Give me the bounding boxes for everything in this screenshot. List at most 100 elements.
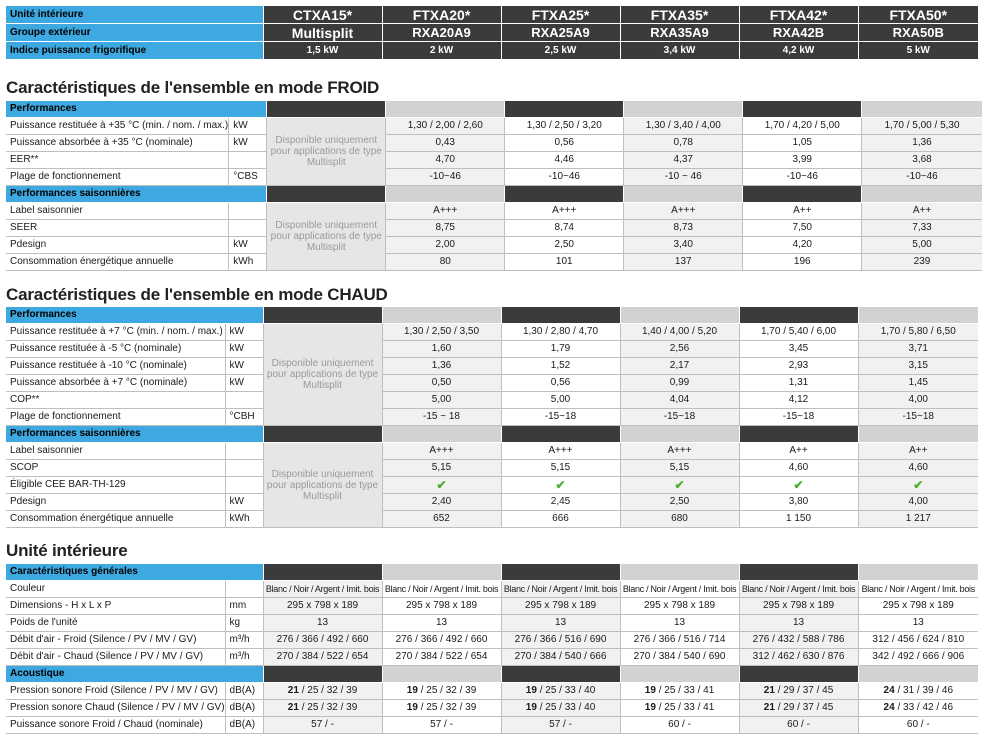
subsection-unit-cell <box>228 185 267 203</box>
row-label: Consommation énergétique annuelle <box>6 253 229 271</box>
value-cell: 1,70 / 5,00 / 5,30 <box>861 117 982 135</box>
value-cell: 276 / 366 / 492 / 660 <box>262 631 383 649</box>
row-unit: kW <box>224 374 263 392</box>
subsection-column-band <box>738 564 859 581</box>
row-unit: dB(A) <box>224 716 264 734</box>
value-cell: 276 / 432 / 588 / 786 <box>738 631 859 649</box>
value-cell: ✔ <box>619 476 739 494</box>
froid-table: Performances Puissance restituée à +35 °C… <box>6 101 982 271</box>
header-row-outdoor: Groupe extérieur Multisplit RXA20A9 RXA2… <box>6 23 978 42</box>
row-label: Débit d'air - Froid (Silence / PV / MV /… <box>6 631 226 649</box>
subsection-column-band <box>385 101 505 118</box>
model-outdoor: RXA25A9 <box>500 23 620 42</box>
value-cell: 60 / - <box>619 716 740 734</box>
chaud-table: Performances Puissance restituée à +7 °C … <box>6 307 978 528</box>
table-row: Puissance restituée à +35 °C (min. / nom… <box>6 117 982 186</box>
value-cell: A++ <box>857 442 978 460</box>
value-cell: 5,15 <box>381 459 501 477</box>
row-unit <box>224 459 263 477</box>
value-cell: A+++ <box>623 202 743 220</box>
value-cell: -10~46 <box>861 168 982 186</box>
subsection-column-band <box>266 101 386 118</box>
multisplit-note: Disponible uniquement pour applications … <box>262 323 382 426</box>
value-cell: ✔ <box>381 476 501 494</box>
model-indoor: FTXA50* <box>857 6 978 24</box>
value-cell: 13 <box>262 614 383 632</box>
subsection-label: Performances saisonnières <box>6 185 229 203</box>
value-cell: 4,60 <box>857 459 978 477</box>
subsection-column-band <box>619 665 740 683</box>
row-unit: kW <box>224 357 263 375</box>
value-cell: 19 / 25 / 32 / 39 <box>381 682 502 700</box>
value-cell: -15~18 <box>857 408 978 426</box>
value-cell: 13 <box>619 614 740 632</box>
table-row: Éligible CEE BAR-TH-129 ✔ ✔ ✔ ✔ ✔ <box>6 476 978 494</box>
check-icon: ✔ <box>674 477 685 492</box>
value-cell: 7,50 <box>742 219 862 237</box>
table-row: Puissance sonore Froid / Chaud (nominale… <box>6 716 979 734</box>
value-rest: / 29 / 37 / 45 <box>774 685 834 696</box>
table-row: Pdesign kW 2,00 2,50 3,40 4,20 5,00 <box>6 236 982 254</box>
value-cell: 196 <box>742 253 862 271</box>
value-cell: 4,00 <box>857 391 978 409</box>
value-cell: 312 / 456 / 624 / 810 <box>857 631 979 649</box>
subsection-column-band <box>857 425 978 443</box>
row-unit <box>224 476 263 494</box>
value-cell: -15~18 <box>738 408 858 426</box>
subsection-label: Performances saisonnières <box>6 425 225 443</box>
subsection-column-band <box>381 425 501 443</box>
value-cell: A+++ <box>381 442 501 460</box>
value-rest: / 25 / 33 / 41 <box>655 685 715 696</box>
subsection-column-band <box>266 185 386 203</box>
model-indoor: FTXA42* <box>738 6 858 24</box>
table-row: Plage de fonctionnement °CBH -15 ~ 18 -15~1… <box>6 408 978 426</box>
value-cell: 21 / 29 / 37 / 45 <box>738 682 859 700</box>
value-cell: 5,00 <box>500 391 620 409</box>
value-cell: 8,73 <box>623 219 743 237</box>
table-row: Label saisonnier Disponible uniquement po… <box>6 442 978 528</box>
value-cell: 270 / 384 / 540 / 666 <box>500 648 621 666</box>
value-cell: 19 / 25 / 32 / 39 <box>381 699 502 717</box>
subsection-header: Performances saisonnières <box>6 425 978 443</box>
row-unit: °CBS <box>228 168 267 186</box>
subsection-label: Acoustique <box>6 665 226 683</box>
value-bold: 21 <box>287 702 299 713</box>
value-cell: 1,36 <box>861 134 982 152</box>
value-bold: 21 <box>763 685 775 696</box>
row-unit <box>224 580 264 598</box>
row-label: Label saisonnier <box>6 442 225 460</box>
value-cell: 1,36 <box>381 357 501 375</box>
value-cell: Blanc / Noir / Argent / Imit. bois <box>262 580 383 598</box>
value-rest: / 25 / 32 / 39 <box>417 702 477 713</box>
subsection-unit-cell <box>225 564 264 581</box>
subsection-header: Caractéristiques générales <box>6 564 979 581</box>
subsection-column-band <box>262 665 383 683</box>
model-outdoor: RXA35A9 <box>619 23 739 42</box>
row-unit: kW <box>224 493 263 511</box>
value-cell: A++ <box>742 202 862 220</box>
value-cell: 4,00 <box>857 493 978 511</box>
value-cell: 1 150 <box>738 510 858 528</box>
value-cell: 0,78 <box>623 134 743 152</box>
header-table: Unité intérieure CTXA15* FTXA20* FTXA25*… <box>6 6 978 60</box>
value-cell: 0,99 <box>619 374 739 392</box>
value-rest: / 29 / 37 / 45 <box>774 702 834 713</box>
subsection-column-band <box>861 101 982 118</box>
check-icon: ✔ <box>436 477 447 492</box>
subsection-column-band <box>742 101 862 118</box>
row-label: Plage de fonctionnement <box>6 408 225 426</box>
row-unit: kW <box>224 340 263 358</box>
value-cell: 312 / 462 / 630 / 876 <box>738 648 859 666</box>
value-cell: -10 ~ 46 <box>623 168 743 186</box>
value-cell: 0,56 <box>504 134 624 152</box>
table-row: Puissance restituée à -5 °C (nominale) kW… <box>6 340 978 358</box>
row-unit: kW <box>228 236 267 254</box>
value-cell: 2,50 <box>619 493 739 511</box>
row-unit: mm <box>224 597 264 615</box>
value-cell: 57 / - <box>381 716 502 734</box>
multisplit-note: Disponible uniquement pour applications … <box>266 117 386 186</box>
value-rest: / 33 / 42 / 46 <box>894 702 954 713</box>
model-power: 2 kW <box>381 41 501 60</box>
header-row-indoor: Unité intérieure CTXA15* FTXA20* FTXA25*… <box>6 6 978 24</box>
